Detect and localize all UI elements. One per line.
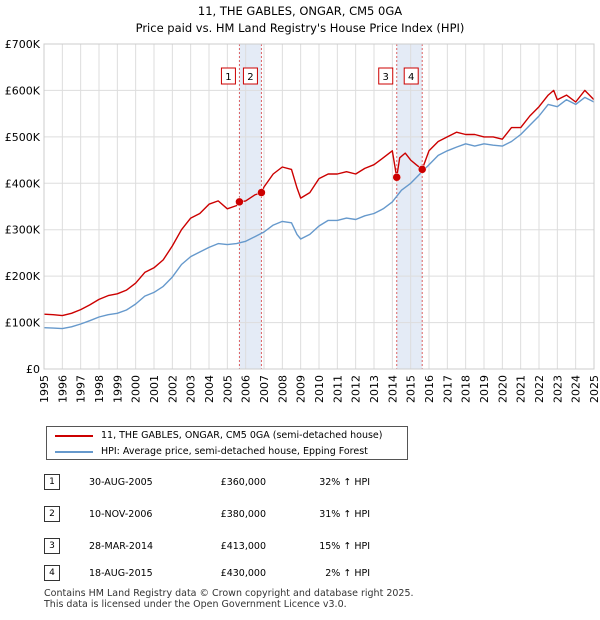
x-tick-label: 2007 xyxy=(258,375,271,403)
y-tick-label: £500K xyxy=(5,131,41,144)
x-tick-label: 1998 xyxy=(93,375,106,403)
x-tick-label: 2000 xyxy=(130,375,143,403)
hpi-line xyxy=(43,96,595,330)
sale-number-label: 4 xyxy=(408,72,414,83)
sale-date: 18-AUG-2015 xyxy=(89,568,153,579)
x-tick-label: 1996 xyxy=(56,375,69,403)
x-tick-label: 2025 xyxy=(588,375,600,403)
sale-hpi-change: 31% ↑ HPI xyxy=(319,509,370,520)
sale-number-badge: 2 xyxy=(44,506,60,522)
x-tick-label: 2017 xyxy=(441,375,454,403)
legend-property-label: 11, THE GABLES, ONGAR, CM5 0GA (semi-det… xyxy=(101,430,383,441)
x-tick-label: 2011 xyxy=(331,375,344,403)
y-tick-label: £0 xyxy=(26,363,40,376)
x-tick-label: 2014 xyxy=(386,375,399,403)
x-tick-label: 2008 xyxy=(276,375,289,403)
sale-number-label: 3 xyxy=(383,72,389,83)
legend-hpi-label: HPI: Average price, semi-detached house,… xyxy=(101,446,368,457)
x-tick-label: 2016 xyxy=(423,375,436,403)
y-tick-label: £100K xyxy=(5,317,41,330)
sales-table-row: 3 28-MAR-2014 £413,000 15% ↑ HPI xyxy=(0,537,600,557)
x-tick-label: 2010 xyxy=(313,375,326,403)
x-tick-label: 2015 xyxy=(405,375,418,403)
sale-number-box xyxy=(242,67,258,85)
x-tick-label: 2001 xyxy=(148,375,161,403)
x-tick-label: 2013 xyxy=(368,375,381,403)
sales-table-row: 2 10-NOV-2006 £380,000 31% ↑ HPI xyxy=(0,505,600,525)
x-tick-label: 2003 xyxy=(185,375,198,403)
sale-number-label: 1 xyxy=(225,72,231,83)
footer-line-2: This data is licensed under the Open Gov… xyxy=(44,599,347,610)
sale-price: £360,000 xyxy=(220,477,266,488)
sale-number-box xyxy=(378,67,394,85)
chart-subtitle: Price paid vs. HM Land Registry's House … xyxy=(136,21,465,35)
sale-point xyxy=(417,165,427,174)
sale-point xyxy=(235,197,244,207)
y-tick-label: £700K xyxy=(5,38,41,51)
legend-item-property: 11, THE GABLES, ONGAR, CM5 0GA (semi-det… xyxy=(55,428,382,444)
sale-number-box xyxy=(220,67,236,85)
x-tick-label: 2005 xyxy=(221,375,234,403)
sales-table-row: 1 30-AUG-2005 £360,000 32% ↑ HPI xyxy=(0,473,600,493)
sale-number-box xyxy=(403,67,419,85)
sales-table-row: 4 18-AUG-2015 £430,000 2% ↑ HPI xyxy=(0,564,600,584)
sale-point xyxy=(392,173,401,182)
sale-period-band xyxy=(239,44,262,369)
footer-line-1: Contains HM Land Registry data © Crown c… xyxy=(44,588,414,599)
plot-border xyxy=(43,43,595,370)
sale-point xyxy=(257,188,266,197)
sale-date: 10-NOV-2006 xyxy=(89,509,153,520)
sale-hpi-change: 2% ↑ HPI xyxy=(325,568,370,579)
x-tick-label: 2009 xyxy=(295,375,308,403)
x-tick-label: 2019 xyxy=(478,375,491,403)
price-chart: 11, THE GABLES, ONGAR, CM5 0GA Price pai… xyxy=(5,4,600,403)
x-tick-label: 2004 xyxy=(203,375,216,403)
x-tick-label: 2012 xyxy=(350,375,363,403)
x-tick-label: 2002 xyxy=(166,375,179,403)
x-tick-label: 2006 xyxy=(240,375,253,403)
x-tick-label: 2018 xyxy=(460,375,473,403)
sale-date: 30-AUG-2005 xyxy=(89,477,153,488)
sale-price: £430,000 xyxy=(220,568,266,579)
x-tick-label: 1999 xyxy=(111,375,124,403)
x-tick-label: 2024 xyxy=(570,375,583,403)
x-tick-label: 2023 xyxy=(551,375,564,403)
x-tick-label: 2020 xyxy=(496,375,509,403)
x-tick-label: 1995 xyxy=(38,375,51,403)
y-tick-label: £300K xyxy=(5,224,41,237)
x-tick-label: 2022 xyxy=(533,375,546,403)
hpi-line-swatch xyxy=(55,450,93,453)
y-tick-label: £600K xyxy=(5,84,41,97)
property-price-line xyxy=(43,89,595,317)
sale-number-badge: 1 xyxy=(44,474,60,490)
property-line-swatch xyxy=(55,434,93,437)
sale-hpi-change: 15% ↑ HPI xyxy=(319,541,370,552)
sale-date: 28-MAR-2014 xyxy=(89,541,154,552)
x-tick-label: 1997 xyxy=(75,375,88,403)
footer-attribution: Contains HM Land Registry data © Crown c… xyxy=(44,588,414,610)
x-tick-label: 2021 xyxy=(515,375,528,403)
sale-number-badge: 4 xyxy=(44,565,60,581)
sale-number-badge: 3 xyxy=(44,538,60,554)
chart-title: 11, THE GABLES, ONGAR, CM5 0GA xyxy=(198,4,402,18)
y-tick-label: £400K xyxy=(5,177,41,190)
sale-price: £413,000 xyxy=(220,541,266,552)
sale-price: £380,000 xyxy=(220,509,266,520)
sale-number-label: 2 xyxy=(247,72,253,83)
legend-item-hpi: HPI: Average price, semi-detached house,… xyxy=(55,444,368,460)
sale-period-band xyxy=(396,44,423,369)
sale-hpi-change: 32% ↑ HPI xyxy=(319,477,370,488)
y-tick-label: £200K xyxy=(5,270,41,283)
legend: 11, THE GABLES, ONGAR, CM5 0GA (semi-det… xyxy=(46,426,408,460)
